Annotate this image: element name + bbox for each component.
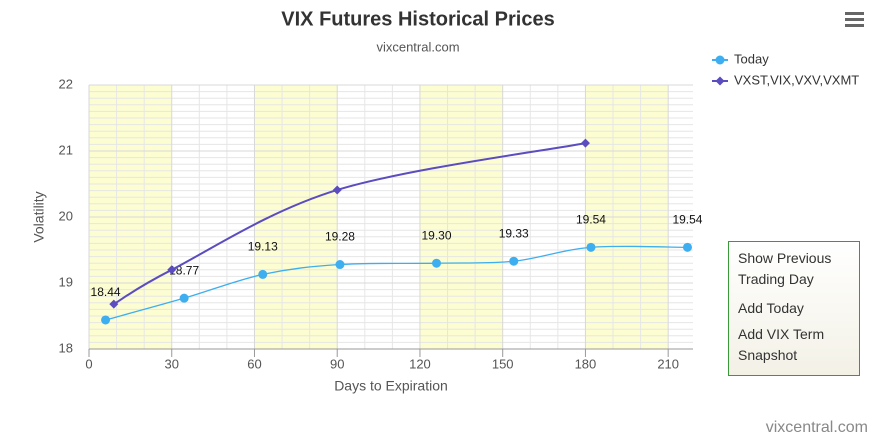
chart-subtitle: vixcentral.com xyxy=(376,39,459,54)
data-label: 18.44 xyxy=(91,285,121,299)
x-tick-label: 120 xyxy=(409,356,431,371)
data-label: 19.33 xyxy=(499,226,529,240)
point xyxy=(682,242,692,252)
context-menu: Show Previous Trading Day Add Today Add … xyxy=(728,241,860,376)
point xyxy=(332,185,342,195)
chart-title: VIX Futures Historical Prices xyxy=(281,8,554,30)
data-label: 19.13 xyxy=(248,240,278,254)
legend-label: VXST,VIX,VXV,VXMT xyxy=(734,72,859,87)
point xyxy=(580,138,590,148)
data-label: 19.54 xyxy=(576,213,606,227)
menu-icon-bar[interactable] xyxy=(845,24,864,27)
x-tick-label: 0 xyxy=(85,356,92,371)
legend-marker xyxy=(715,55,725,65)
y-tick-label: 19 xyxy=(59,274,73,289)
point xyxy=(335,260,345,270)
data-label: 19.28 xyxy=(325,230,355,244)
data-label: 19.54 xyxy=(672,213,702,227)
point xyxy=(101,315,111,325)
menu-item[interactable]: Add VIX Term Snapshot xyxy=(738,326,825,363)
point xyxy=(258,269,268,279)
menu-item[interactable]: Show Previous Trading Day xyxy=(738,250,832,287)
menu-item[interactable]: Add Today xyxy=(738,300,804,316)
legend-label: Today xyxy=(734,51,769,66)
point xyxy=(586,242,596,252)
menu-icon-bar[interactable] xyxy=(845,12,864,15)
x-tick-label: 60 xyxy=(247,356,261,371)
menu-icon[interactable] xyxy=(845,12,864,27)
y-tick-label: 18 xyxy=(59,340,73,355)
point xyxy=(167,265,177,275)
y-tick-label: 22 xyxy=(59,76,73,91)
point xyxy=(432,258,442,268)
x-tick-label: 180 xyxy=(575,356,597,371)
point xyxy=(509,256,519,266)
x-tick-label: 210 xyxy=(657,356,679,371)
x-axis-label: Days to Expiration xyxy=(334,378,448,394)
credit: vixcentral.com xyxy=(766,419,868,436)
legend-marker xyxy=(715,76,725,86)
y-tick-label: 20 xyxy=(59,208,73,223)
x-tick-label: 150 xyxy=(492,356,514,371)
y-tick-label: 21 xyxy=(59,142,73,157)
series-line xyxy=(113,142,586,305)
y-axis-label: Volatility xyxy=(31,191,47,242)
point xyxy=(179,293,189,303)
point xyxy=(109,299,119,309)
menu-icon-bar[interactable] xyxy=(845,18,864,21)
data-label: 19.30 xyxy=(421,228,451,242)
x-tick-label: 30 xyxy=(165,356,179,371)
x-tick-label: 90 xyxy=(330,356,344,371)
